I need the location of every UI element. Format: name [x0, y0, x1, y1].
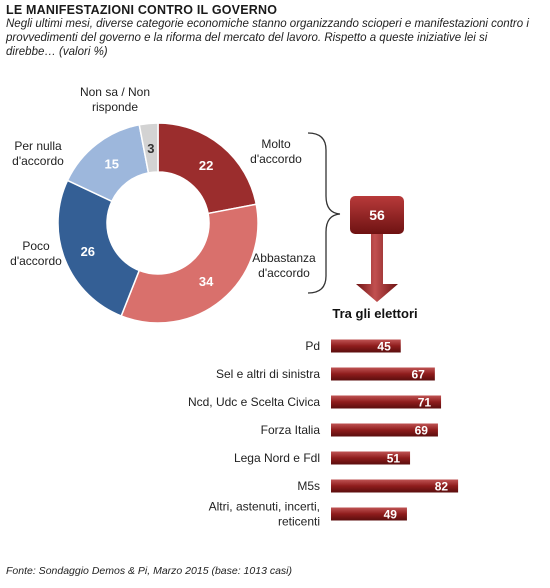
summary-callout: 56: [307, 132, 404, 302]
bar: [331, 507, 407, 521]
bar-category-label: reticenti: [278, 515, 320, 529]
summary-value: 56: [369, 207, 385, 223]
bar-value-label: 49: [384, 508, 398, 522]
bar: [331, 395, 442, 409]
bar-value-label: 45: [377, 340, 391, 354]
slice-category-label: d'accordo: [258, 266, 310, 280]
bar-value-label: 69: [415, 424, 429, 438]
bar: [331, 423, 438, 437]
donut-slice: [57, 179, 141, 317]
slice-category-label: d'accordo: [12, 154, 64, 168]
down-arrow-icon: [356, 234, 398, 302]
donut-slice: [157, 122, 258, 215]
slice-category-label: risponde: [92, 100, 138, 114]
bar-chart-title: Tra gli elettori: [332, 306, 417, 321]
bar-category-label: Ncd, Udc e Scelta Civica: [188, 395, 320, 409]
slice-value-label: 26: [81, 244, 95, 259]
bar-category-label: Pd: [305, 339, 320, 353]
slice-category-label: Non sa / Non: [80, 85, 150, 99]
bar: [331, 479, 459, 493]
bar-category-label: Altri, astenuti, incerti,: [209, 500, 320, 514]
chart-title: LE MANIFESTAZIONI CONTRO IL GOVERNO: [6, 3, 278, 17]
bar: [331, 367, 435, 381]
slice-category-label: d'accordo: [250, 152, 302, 166]
slice-value-label: 34: [199, 274, 214, 289]
summary-box: [350, 196, 404, 234]
bar-value-label: 82: [435, 480, 449, 494]
bar-category-label: M5s: [297, 479, 320, 493]
bar-value-label: 67: [411, 368, 425, 382]
chart-subtitle: Negli ultimi mesi, diverse categorie eco…: [6, 18, 529, 58]
bar-category-label: Sel e altri di sinistra: [216, 367, 320, 381]
source-note: Fonte: Sondaggio Demos & Pi, Marzo 2015 …: [6, 565, 292, 577]
slice-value-label: 22: [199, 158, 213, 173]
donut-chart: 22Moltod'accordo34Abbastanzad'accordo26P…: [10, 85, 316, 324]
bar-category-label: Lega Nord e Fdl: [234, 451, 320, 465]
slice-category-label: d'accordo: [10, 254, 62, 268]
donut-slice: [138, 122, 159, 174]
slice-category-label: Molto: [261, 137, 291, 151]
bracket: [307, 132, 341, 294]
bar-chart: Tra gli elettori 45 Pd 67 Sel e altri di sin…: [188, 306, 459, 529]
slice-category-label: Abbastanza: [252, 251, 316, 265]
bar-value-label: 51: [387, 452, 401, 466]
bar: [331, 339, 401, 353]
bar-category-label: Forza Italia: [261, 423, 321, 437]
slice-value-label: 15: [104, 156, 118, 171]
donut-slice: [120, 203, 259, 324]
slice-category-label: Poco: [22, 239, 50, 253]
slice-category-label: Per nulla: [14, 139, 62, 153]
bar: [331, 451, 411, 465]
bar-value-label: 71: [418, 396, 432, 410]
slice-value-label: 3: [147, 141, 154, 156]
